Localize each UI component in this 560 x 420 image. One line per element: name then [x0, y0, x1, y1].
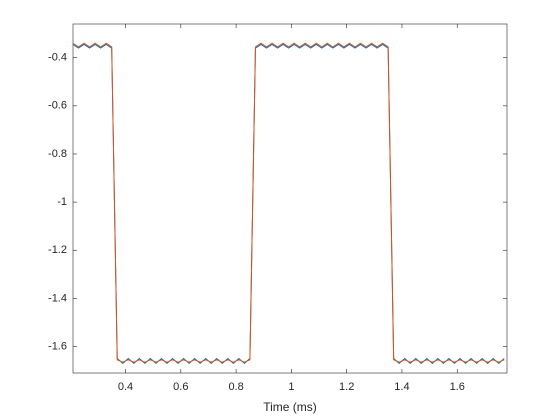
- x-tick-label: 0.6: [173, 381, 188, 393]
- x-tick-label: 1: [288, 381, 294, 393]
- y-tick-label: -0.6: [48, 100, 67, 112]
- x-axis-label: Time (ms): [263, 400, 317, 414]
- plot-box: [72, 23, 508, 374]
- x-tick-label: 0.4: [118, 381, 133, 393]
- x-tick-label: 0.8: [228, 381, 243, 393]
- y-tick-label: -0.4: [48, 52, 67, 64]
- y-tick-label: -1.4: [48, 292, 67, 304]
- y-tick-label: -1.6: [48, 340, 67, 352]
- y-tick-label: -1.2: [48, 244, 67, 256]
- y-tick-label: -1: [57, 196, 67, 208]
- x-tick-label: 1.6: [450, 381, 465, 393]
- data-line: [72, 43, 505, 365]
- data-line: [72, 42, 505, 363]
- x-tick-label: 1.2: [339, 381, 354, 393]
- x-tick-label: 1.4: [394, 381, 409, 393]
- y-tick-label: -0.8: [48, 148, 67, 160]
